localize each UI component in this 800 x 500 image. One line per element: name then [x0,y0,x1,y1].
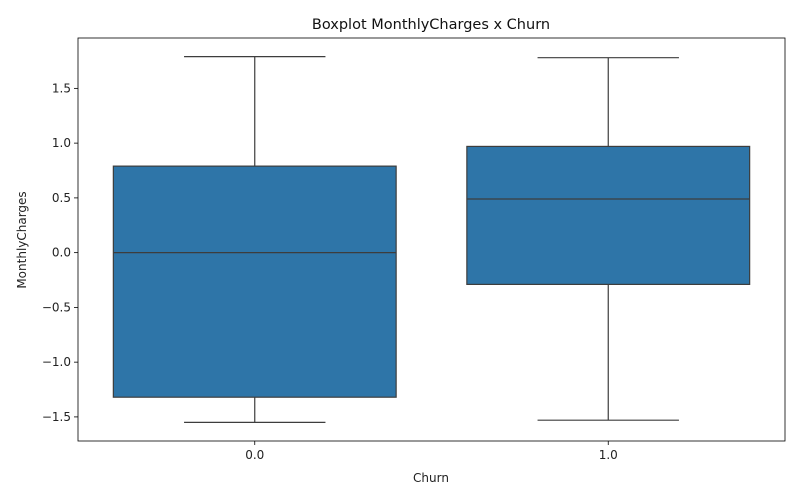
plot-area [112,56,751,423]
box-iqr [466,145,751,285]
box-iqr [112,165,397,398]
y-axis: −1.5 −1.0 −0.5 0.0 0.5 1.0 1.5 [42,81,78,424]
x-axis-label: Churn [413,471,449,485]
y-tick-label: 1.0 [52,136,71,150]
box-group-0-0 [112,56,397,423]
plot-frame [77,37,786,442]
x-axis: 0.0 1.0 [245,441,618,462]
y-tick-label: −1.0 [42,355,71,369]
y-tick-label: −1.5 [42,410,71,424]
box-group-1-0 [466,57,751,421]
y-tick-label: 1.5 [52,81,71,95]
y-tick-label: 0.5 [52,191,71,205]
y-axis-label: MonthlyCharges [15,191,29,288]
y-tick-label: 0.0 [52,246,71,260]
chart-title: Boxplot MonthlyCharges x Churn [312,17,550,33]
x-tick-label: 1.0 [599,448,618,462]
y-tick-label: −0.5 [42,300,71,314]
x-tick-label: 0.0 [245,448,264,462]
